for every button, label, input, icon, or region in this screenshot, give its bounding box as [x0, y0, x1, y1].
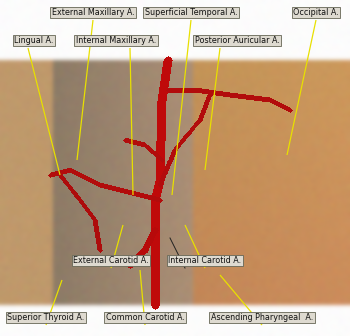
Text: Internal Carotid A.: Internal Carotid A.: [168, 256, 242, 265]
Text: Common Carotid A.: Common Carotid A.: [106, 313, 184, 322]
Text: Posterior Auricular A.: Posterior Auricular A.: [195, 36, 279, 45]
Text: Occipital A.: Occipital A.: [293, 8, 339, 17]
Text: Internal Maxillary A.: Internal Maxillary A.: [76, 36, 156, 45]
Text: Lingual A.: Lingual A.: [14, 36, 53, 45]
Text: External Carotid A.: External Carotid A.: [73, 256, 149, 265]
Text: Superior Thyroid A.: Superior Thyroid A.: [7, 313, 85, 322]
Text: External Maxillary A.: External Maxillary A.: [52, 8, 134, 17]
Text: Superficial Temporal A.: Superficial Temporal A.: [145, 8, 237, 17]
Text: Ascending Pharyngeal  A.: Ascending Pharyngeal A.: [211, 313, 313, 322]
